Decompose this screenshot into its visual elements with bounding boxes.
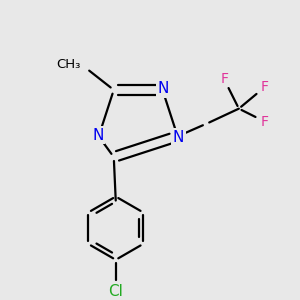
Text: N: N	[173, 130, 184, 145]
Text: Cl: Cl	[108, 284, 123, 299]
Text: N: N	[92, 128, 103, 143]
Text: F: F	[221, 72, 229, 86]
Text: F: F	[260, 80, 268, 94]
Text: N: N	[158, 81, 169, 96]
Text: CH₃: CH₃	[56, 58, 80, 71]
Text: F: F	[260, 116, 268, 130]
